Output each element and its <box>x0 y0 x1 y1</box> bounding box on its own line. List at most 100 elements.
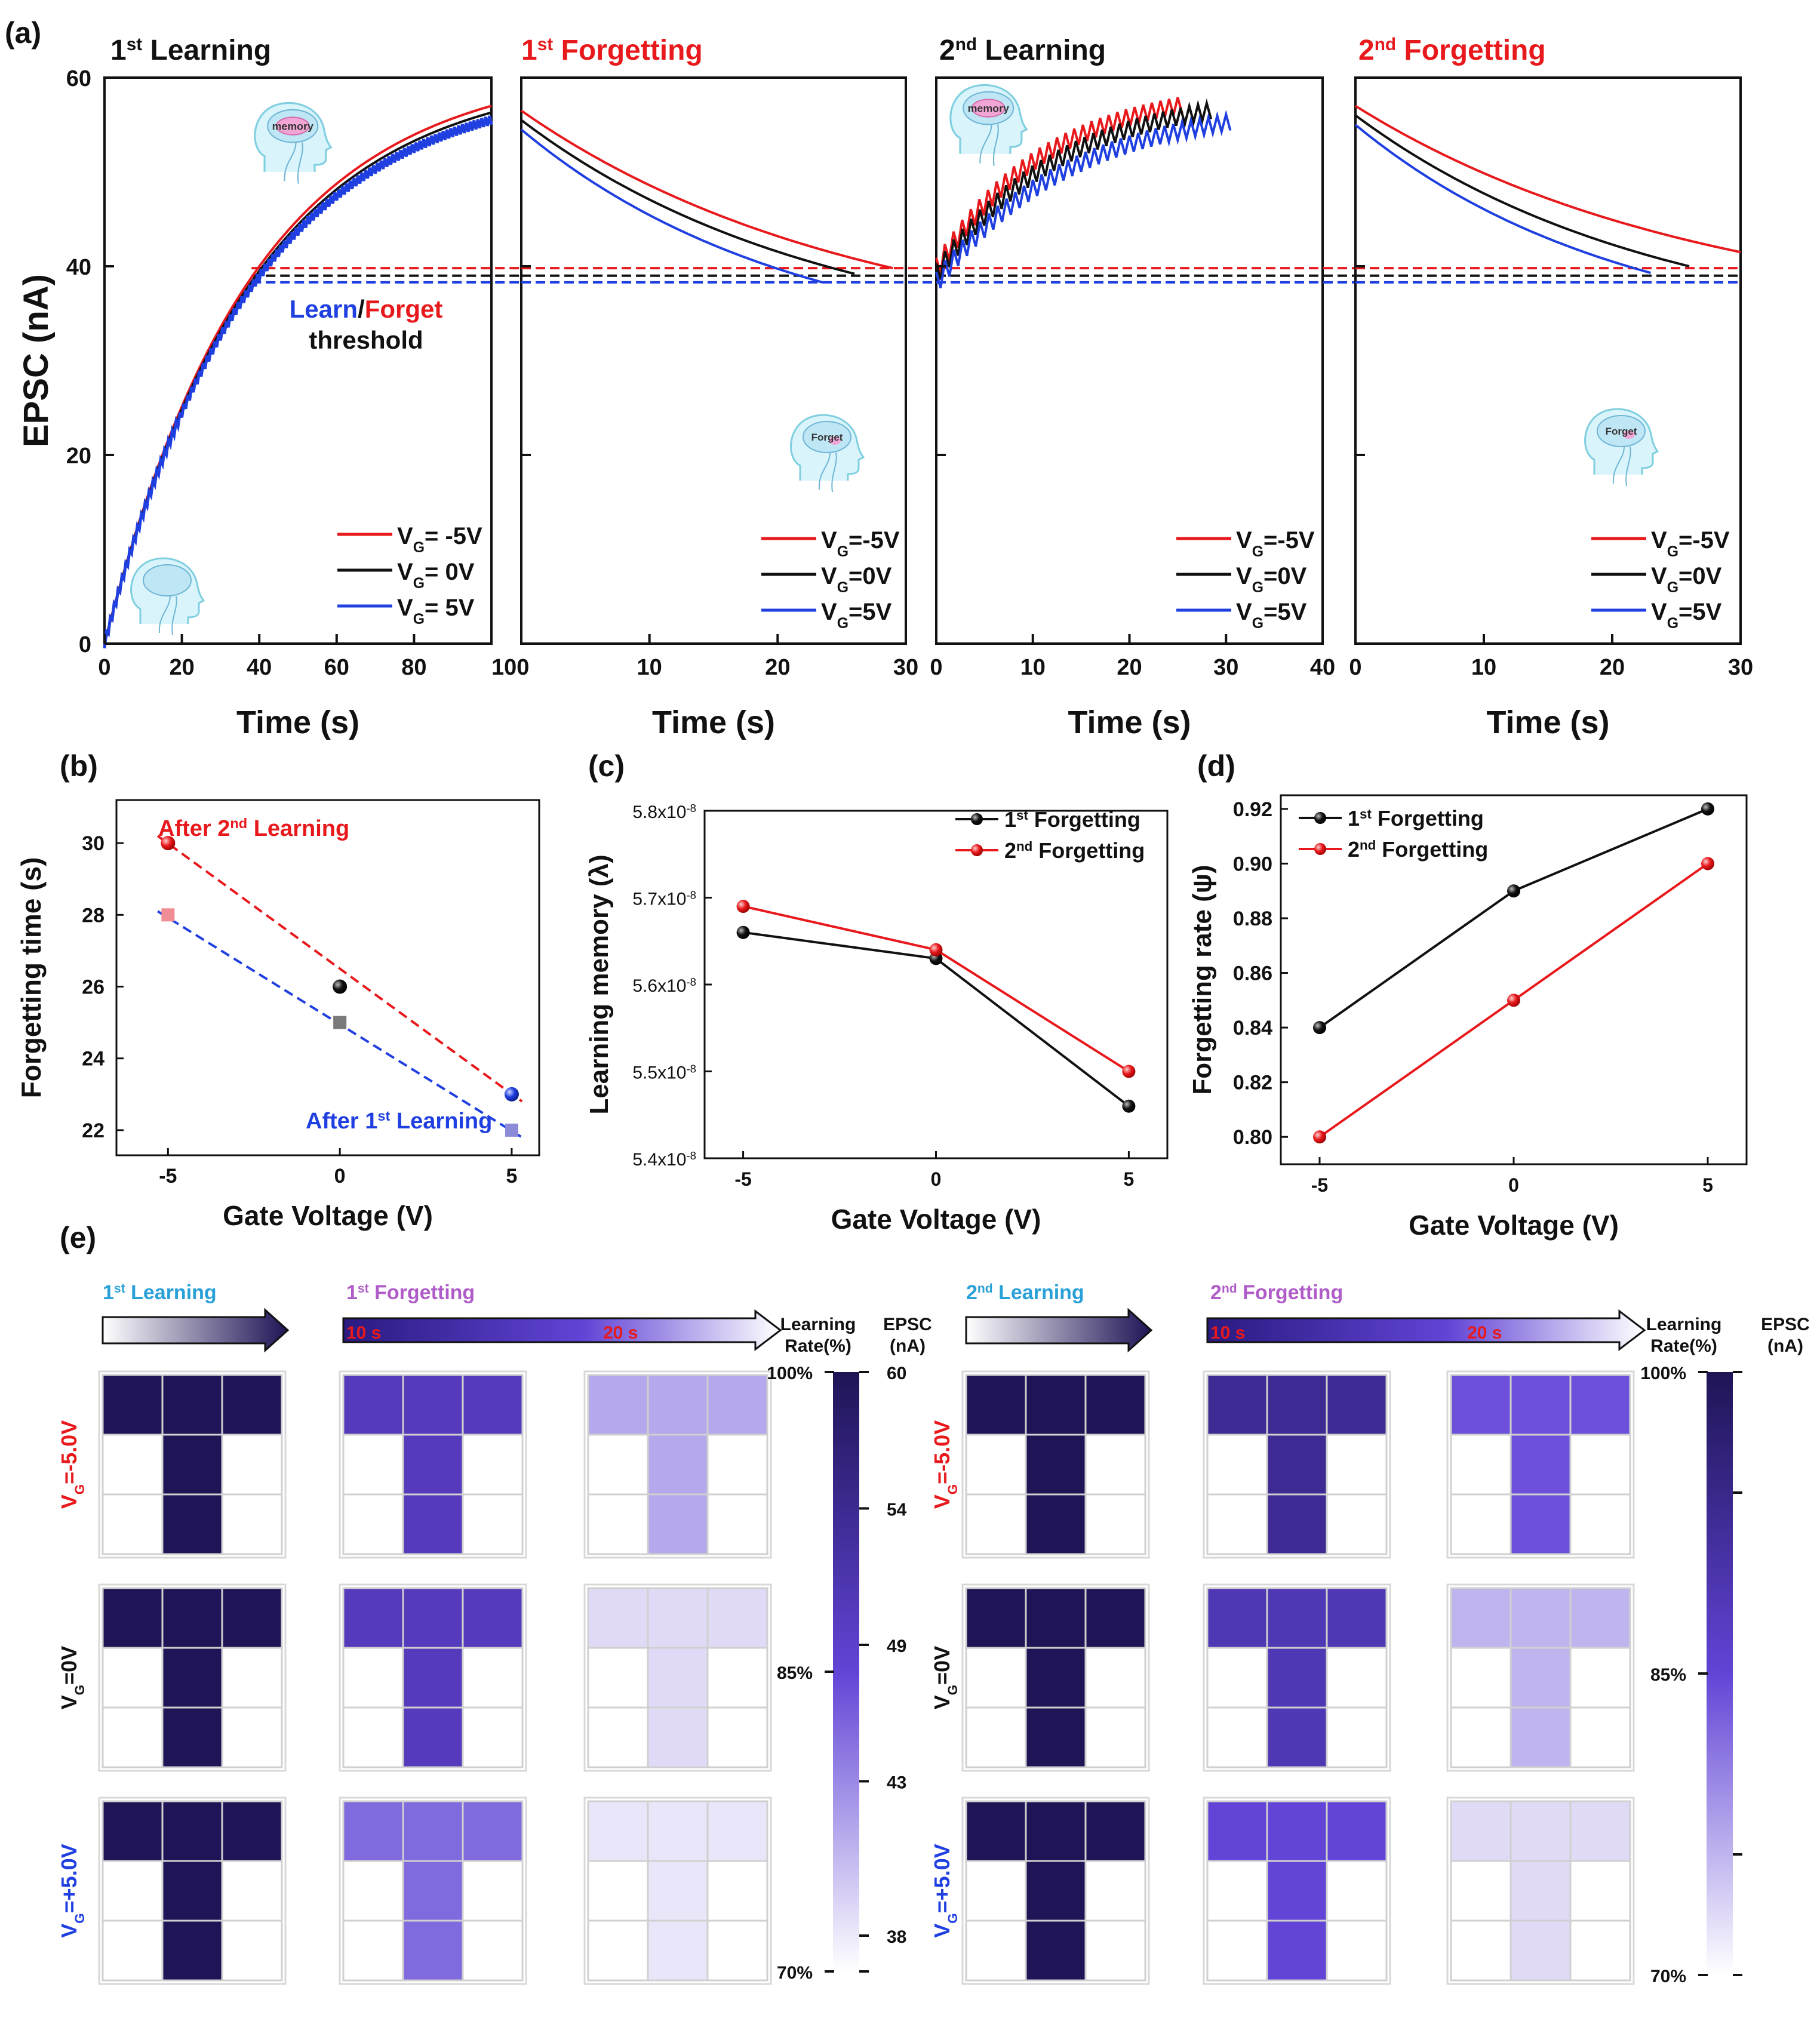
grid-cell <box>102 1706 164 1768</box>
y-tick-label: 0.86 <box>1233 962 1272 985</box>
grid-cell <box>1510 1647 1572 1709</box>
text-span: V <box>397 595 413 621</box>
time-mark: 10 s <box>346 1323 381 1343</box>
text-span: V <box>57 1494 81 1509</box>
heatmap-grid <box>339 1370 527 1559</box>
legend-label: VG=0V <box>1236 563 1307 596</box>
text-span: = 0V <box>425 559 475 585</box>
text-span: nd <box>955 35 977 54</box>
grid-cell <box>342 1433 404 1496</box>
text-span: 2 <box>1358 35 1375 66</box>
legend-label: 1st Forgetting <box>1348 806 1484 830</box>
panel-a1: 1st Learning 0 20 40 60 80 100 Time (s) 0 20 40 60 E… <box>17 35 529 741</box>
memory-spot <box>829 436 841 445</box>
grid-cell <box>342 1493 404 1555</box>
row-label: VG=0V <box>57 1646 87 1709</box>
grid-cell <box>1450 1800 1512 1862</box>
text-span: Forget <box>365 295 443 323</box>
legend-label: VG=0V <box>821 563 892 596</box>
data-point <box>736 925 750 939</box>
colorbar-pct-label: 85% <box>1650 1665 1686 1685</box>
grid-cell <box>1206 1374 1268 1436</box>
grid-cell <box>647 1919 709 1982</box>
y-tick-label: 0 <box>79 632 91 657</box>
text-span: G <box>945 1913 960 1923</box>
axes-frame <box>115 799 540 1156</box>
grid-cell <box>1450 1647 1512 1709</box>
learning-arrow <box>102 1308 290 1353</box>
colorbar-title: Rate(%) <box>785 1336 851 1356</box>
grid-cell <box>161 1374 223 1436</box>
grid-cell <box>1266 1374 1328 1436</box>
colorbar-epsc-unit: (nA) <box>890 1336 926 1356</box>
text-span: 2 <box>939 35 955 66</box>
time-mark: 20 s <box>1467 1323 1502 1343</box>
text-span: =+5.0V <box>930 1844 954 1913</box>
colorbar-epsc-unit: (nA) <box>1767 1336 1803 1356</box>
grid-cell <box>221 1860 283 1922</box>
x-tick-label: 5 <box>1124 1168 1135 1190</box>
grid-cell <box>965 1800 1027 1862</box>
text-span: -8 <box>686 888 696 901</box>
y-tick-label: 0.80 <box>1233 1126 1272 1149</box>
heatmap-grid <box>583 1796 772 1985</box>
text-span: 5.8x10 <box>632 802 686 822</box>
text-span: Learning <box>125 1281 217 1304</box>
grid-cell <box>462 1860 524 1922</box>
text-span: =-5V <box>1678 527 1730 553</box>
grid-cell <box>1510 1433 1572 1496</box>
text-span: G <box>1252 616 1263 632</box>
text-span: 5.6x10 <box>632 976 686 996</box>
x-tick-label: 40 <box>247 655 272 680</box>
y-tick-label: 20 <box>66 444 91 469</box>
grid-cell <box>402 1919 464 1982</box>
colorbar-title: Learning <box>780 1315 856 1334</box>
data-point <box>1507 993 1520 1007</box>
brain-shape <box>143 564 192 596</box>
y-tick-label: 26 <box>82 976 104 999</box>
text-span: V <box>821 599 837 625</box>
colorbar-epsc-label: 49 <box>887 1636 906 1656</box>
x-tick-label: 20 <box>1600 655 1625 680</box>
neural-path <box>992 124 999 166</box>
grid-cell <box>402 1493 464 1555</box>
text-span: 1 <box>1004 807 1016 832</box>
grid-cell <box>1084 1647 1146 1709</box>
time-mark: 20 s <box>603 1323 638 1343</box>
time-mark: 10 s <box>1210 1323 1245 1343</box>
memory-blob <box>971 99 1006 118</box>
text-span: =-5V <box>848 527 900 553</box>
legend-label: VG=-5V <box>1236 527 1315 560</box>
grid-cell <box>462 1587 524 1649</box>
grid-cell <box>965 1587 1027 1649</box>
annotation-first: After 1st Learning <box>306 1108 492 1134</box>
text-span: G <box>1252 544 1263 560</box>
grid-cell <box>965 1919 1027 1982</box>
series-line <box>1354 104 1741 254</box>
learning-arrow <box>965 1308 1153 1353</box>
text-span: V <box>1651 563 1667 589</box>
x-tick-label: 0 <box>931 1168 942 1190</box>
legend-marker <box>1314 812 1326 824</box>
grid-cell <box>587 1493 649 1555</box>
text-span: nd <box>1222 1282 1237 1296</box>
x-tick-label: -5 <box>734 1168 751 1190</box>
legend-marker <box>971 813 983 825</box>
legend-label: 2nd Forgetting <box>1004 838 1145 863</box>
colorbar-epsc-label: 54 <box>887 1500 907 1520</box>
grid-cell <box>402 1374 464 1436</box>
x-tick-label: 20 <box>169 655 194 680</box>
text-span: =+5.0V <box>57 1844 81 1913</box>
y-tick-label: 28 <box>82 904 104 927</box>
text-span: Forgetting <box>1372 806 1484 830</box>
data-point <box>929 943 943 956</box>
grid-cell <box>647 1493 709 1555</box>
heatmap-grid <box>1203 1583 1391 1772</box>
grid-cell <box>221 1493 283 1555</box>
x-tick-label: 20 <box>1117 655 1142 680</box>
text-span: G <box>837 580 848 596</box>
panel-c: -5 0 55.4x10-85.5x10-85.6x10-85.7x10-85.8x… <box>585 802 1169 1235</box>
colorbar <box>833 1372 859 1971</box>
series-line <box>520 119 855 275</box>
